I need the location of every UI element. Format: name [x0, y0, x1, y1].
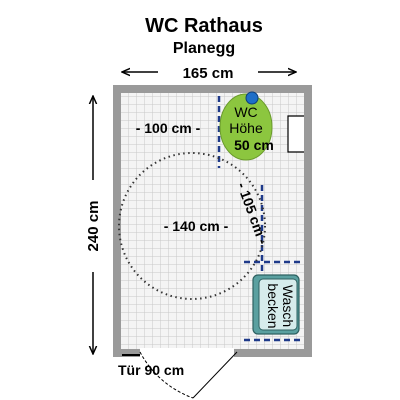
wash-basin-label-2: becken [265, 283, 281, 328]
wall-niche [287, 115, 304, 153]
flush-button [245, 91, 259, 105]
door-leaf [192, 351, 238, 399]
wc-height-value: 50 cm [234, 137, 274, 153]
door-gap [140, 348, 234, 358]
free-width-label: - 100 cm - [136, 120, 201, 136]
wash-basin-bowl [258, 278, 298, 331]
height-label: 240 cm [85, 201, 102, 252]
wc-height-label: Höhe [229, 120, 263, 136]
wc-label: WC [234, 104, 257, 120]
wash-basin-label-1: Wasch [280, 285, 296, 327]
plan-title: WC Rathaus [145, 15, 263, 37]
wc-toilet [219, 93, 273, 161]
plan-subtitle: Planegg [173, 40, 235, 57]
width-label: 165 cm [183, 65, 234, 82]
door-swing-arc [139, 351, 194, 399]
door-label: Tür 90 cm [118, 362, 184, 378]
turning-circle-label: - 140 cm - [164, 218, 229, 234]
turning-circle [118, 152, 266, 300]
